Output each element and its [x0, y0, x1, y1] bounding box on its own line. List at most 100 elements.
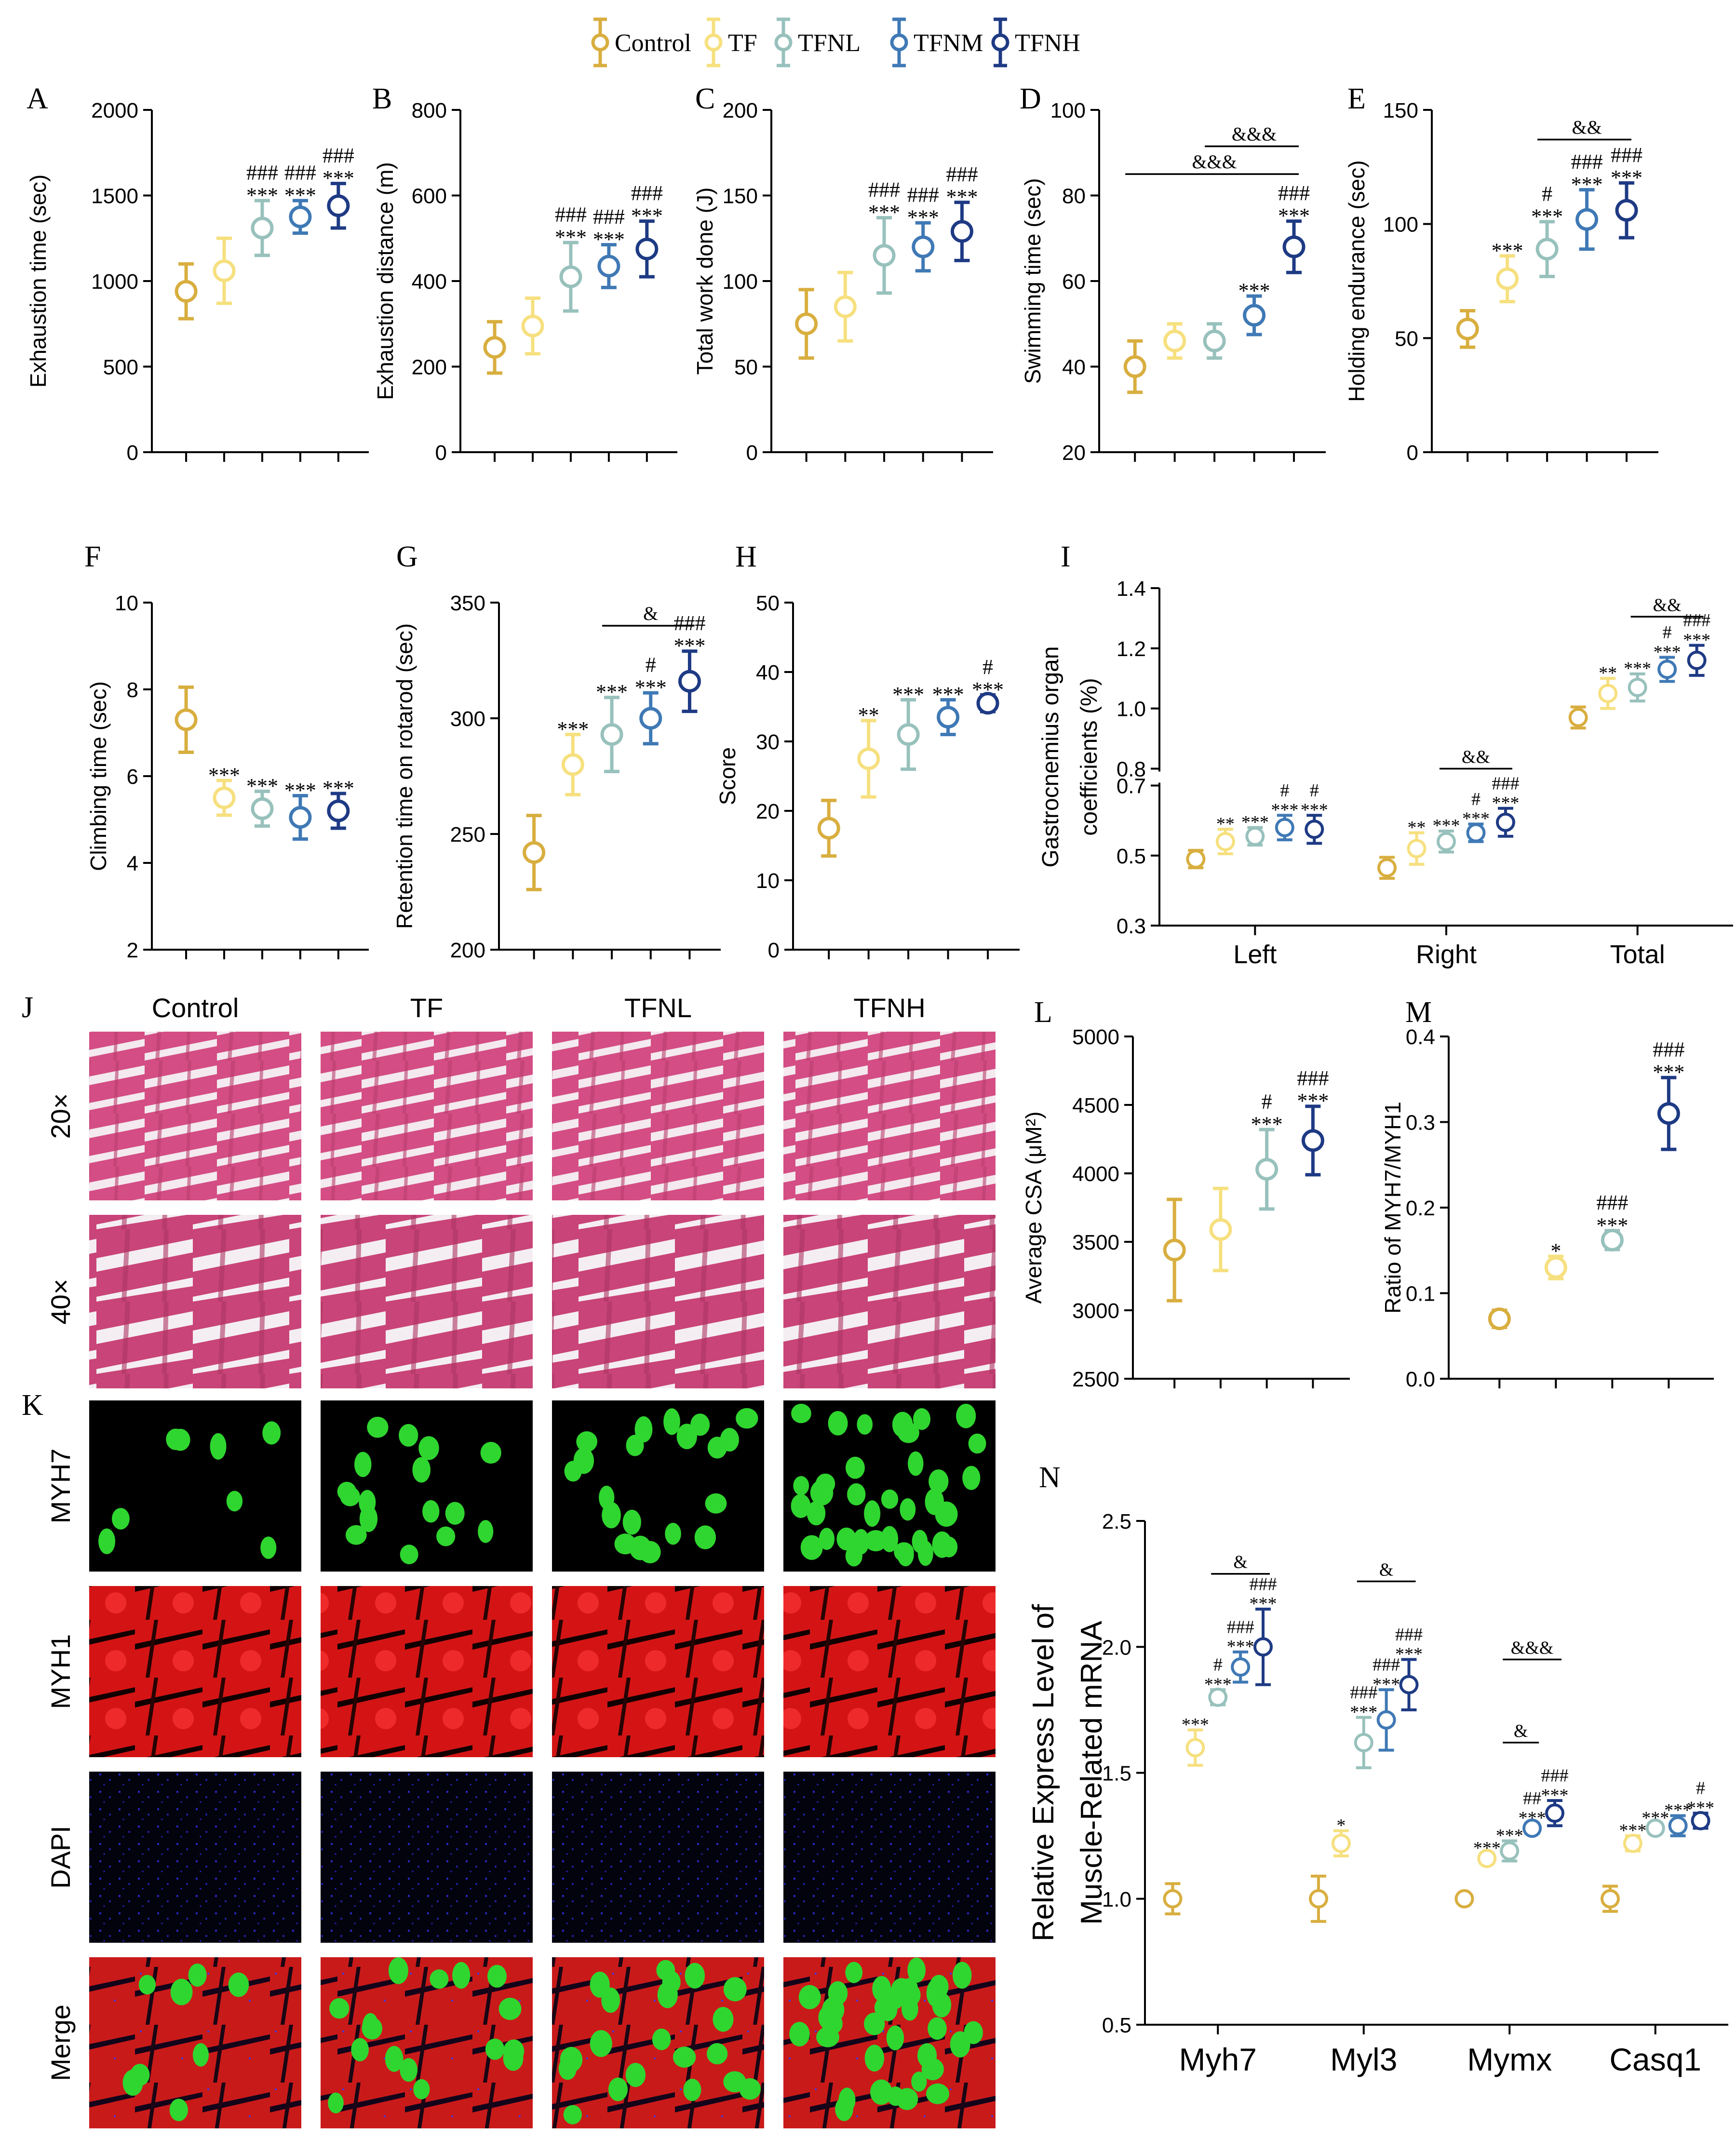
myh7-fiber: [639, 1541, 661, 1563]
significance-label: ***: [1433, 816, 1460, 836]
panel-letter: I: [1061, 540, 1071, 573]
myh7-fiber: [835, 2097, 853, 2121]
y-tick-label: 0.0: [1406, 1368, 1435, 1391]
significance-label: ###: [1250, 1574, 1277, 1595]
y-tick-label: 8: [127, 678, 138, 702]
significance-label: ***: [1492, 793, 1519, 813]
data-point: [1282, 235, 1305, 258]
data-point: [1668, 1816, 1688, 1836]
y-tick-label: 20: [756, 800, 780, 823]
y-tick-label: 4500: [1072, 1094, 1119, 1117]
he-image-tile: [89, 1032, 301, 1200]
x-tick-label: Total: [1610, 940, 1665, 969]
row-label: DAPI: [45, 1826, 76, 1889]
myh7-fiber: [418, 1436, 439, 1460]
significance-label: ***: [1664, 1801, 1692, 1821]
myh7-fiber: [576, 1431, 598, 1452]
panel-letter: M: [1405, 996, 1432, 1029]
myh7-fiber: [485, 2038, 505, 2060]
panel-letter: H: [735, 540, 757, 573]
significance-label: ***: [1624, 659, 1651, 679]
significance-label: #: [1696, 1778, 1705, 1799]
myh7-fiber: [614, 1533, 636, 1555]
myh7-fiber: [968, 1433, 986, 1454]
significance-label: ***: [1251, 1113, 1283, 1136]
bracket-label: &: [1233, 1552, 1248, 1573]
significance-label: ***: [1182, 1715, 1209, 1735]
legend-marker: [591, 33, 609, 52]
y-tick-label: 1000: [91, 270, 138, 294]
myh7-fiber: [413, 2079, 430, 2099]
data-point: [1331, 1833, 1351, 1853]
y-tick-label: 2.0: [1102, 1636, 1131, 1659]
bracket-label: &&&: [1511, 1638, 1554, 1658]
myh7-fiber: [864, 2044, 885, 2072]
y-axis-label: Average CSA (μM²): [1021, 1112, 1046, 1304]
significance-label: ###: [1653, 1038, 1684, 1062]
row-label: Merge: [45, 2004, 76, 2081]
data-point: [1535, 238, 1559, 261]
myh7-fiber: [705, 1493, 727, 1514]
y-axis-label: Gastrocnemius organ: [1038, 646, 1063, 868]
myh7-fiber: [690, 1413, 710, 1436]
data-point: [976, 692, 999, 715]
y-tick-label: 60: [1062, 270, 1086, 294]
panel-letter: J: [22, 991, 33, 1024]
data-point: [897, 723, 920, 746]
data-point: [1687, 650, 1707, 670]
bracket-label: &: [643, 603, 658, 624]
y-tick-label: 1.0: [1102, 1888, 1131, 1911]
y-tick-label: 0.3: [1406, 1111, 1435, 1135]
if-image-tile-dapi: [783, 1772, 996, 1943]
myh7-fiber: [665, 1522, 681, 1545]
y-tick-label: 4: [127, 852, 138, 875]
myh7-fiber: [911, 2071, 927, 2092]
panel-letter: G: [396, 540, 418, 573]
data-point: [483, 336, 506, 359]
myh7-fiber: [498, 1998, 522, 2020]
y-tick-label: 350: [450, 592, 485, 615]
myh7-fiber: [478, 1520, 494, 1543]
significance-label: #: [1262, 1089, 1272, 1113]
myh7-fiber: [673, 2046, 696, 2068]
myh7-fiber: [926, 2083, 949, 2104]
significance-label: ***: [593, 228, 625, 251]
data-point: [857, 747, 880, 770]
data-point: [327, 194, 350, 217]
myh7-fiber: [351, 2038, 369, 2061]
myh7-fiber: [932, 1531, 952, 1558]
data-point: [1399, 1675, 1419, 1694]
legend-entry-tfnl: TFNL: [774, 17, 861, 67]
column-header: Control: [152, 993, 239, 1023]
data-point: [1209, 1218, 1232, 1241]
myh7-fiber: [929, 1469, 949, 1493]
data-point: [1545, 1803, 1565, 1823]
significance-label: ***: [1271, 800, 1298, 820]
significance-label: ***: [1350, 1702, 1377, 1722]
x-tick-label: Myh7: [1179, 2042, 1257, 2077]
significance-label: ***: [1683, 630, 1710, 650]
chart-A: A 0 500 1000 1500 2000 Exhaustion time (sec) **…: [26, 82, 369, 465]
significance-label: ***: [1531, 204, 1563, 228]
myh7-fiber: [857, 1414, 873, 1435]
myh7-fiber: [845, 1962, 863, 1983]
data-point: [1496, 267, 1519, 290]
myh7-fiber: [819, 1528, 835, 1550]
significance-label: ***: [673, 634, 705, 658]
myh7-fiber: [634, 1416, 653, 1443]
myh7-fiber: [260, 1536, 277, 1559]
myh7-fiber: [828, 1981, 848, 2005]
chart-I: I 0.3 0.5 0.70.8 1.0 1.2 1.4 Gastrocnemius orga…: [1038, 540, 1733, 969]
significance-label: ###: [1297, 1066, 1329, 1090]
myh7-fiber: [652, 2029, 671, 2050]
y-tick-label: 100: [1050, 99, 1086, 122]
data-point: [1203, 329, 1226, 352]
y-tick-label: 250: [450, 823, 485, 847]
data-point: [1568, 708, 1588, 727]
myh7-fiber: [956, 1403, 976, 1428]
significance-label: ###: [1227, 1617, 1254, 1637]
y-axis-label: Ratio of MYH7/MYH1: [1380, 1102, 1405, 1314]
y-tick-label: 50: [734, 356, 758, 379]
significance-label: ###: [946, 162, 978, 186]
